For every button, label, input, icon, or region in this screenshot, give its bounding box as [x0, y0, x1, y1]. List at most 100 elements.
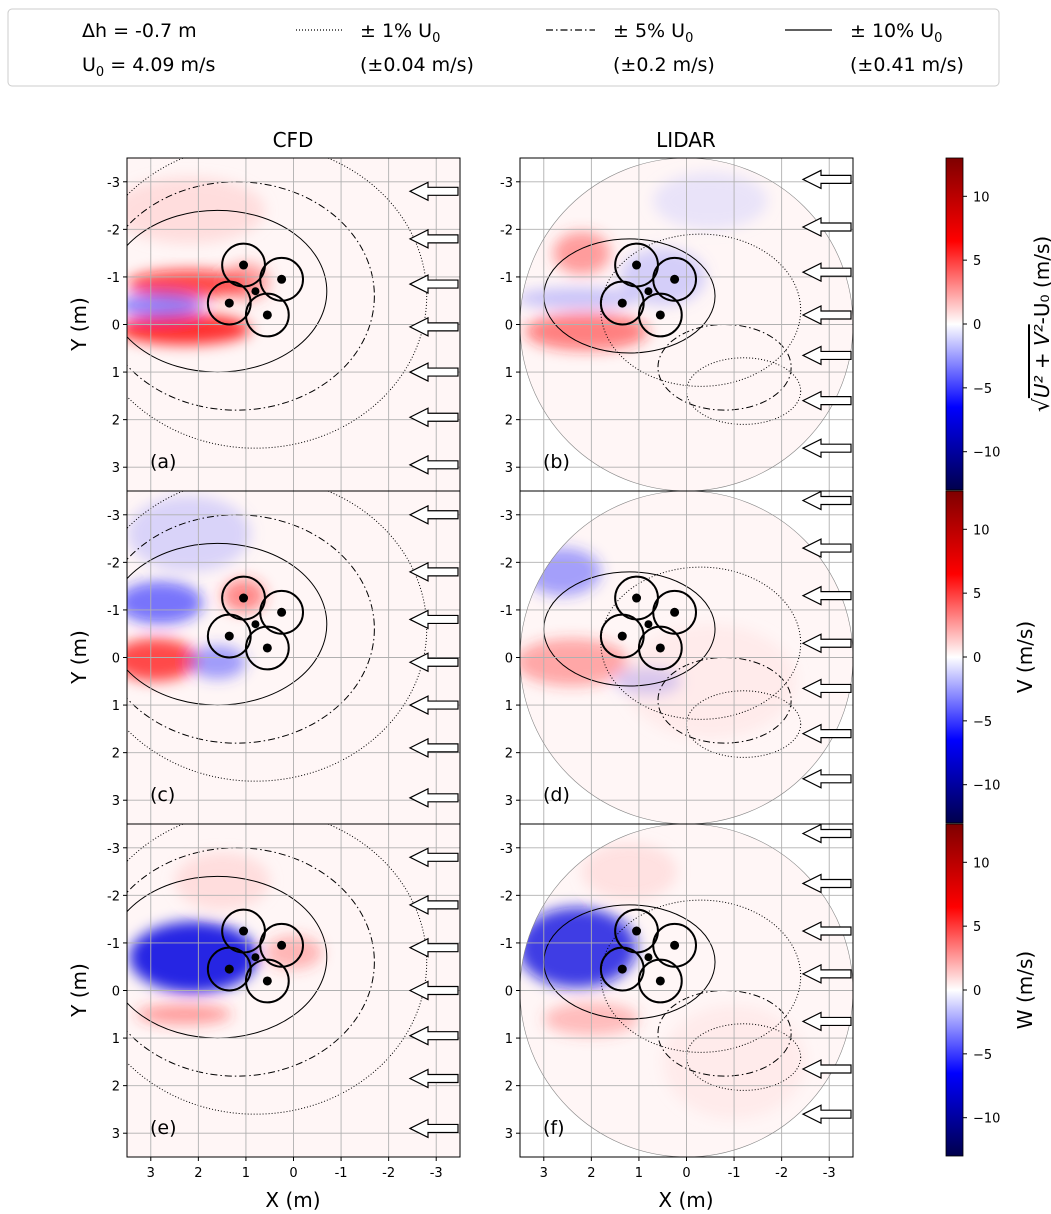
turbine-hub-3: [224, 298, 234, 308]
heatmap-blob: [127, 177, 265, 244]
contour-dotted: [127, 824, 428, 1115]
inflow-arrow: [408, 894, 459, 915]
y-tick-label: 0: [112, 985, 120, 1000]
colorbar-w-bar: [945, 823, 964, 1157]
inflow-arrow: [408, 980, 459, 1001]
turbine-hub-4: [262, 976, 272, 986]
heatmap-blob: [553, 231, 611, 275]
colorbar-speed-bar: [945, 157, 964, 491]
panel-label: (d): [543, 784, 570, 806]
inflow-arrow: [408, 181, 459, 202]
inflow-arrow: [408, 407, 459, 428]
y-tick-label: 3: [112, 461, 120, 476]
colorbar-speed-label-sq: U² + V²: [1030, 324, 1051, 398]
grid: [127, 158, 460, 491]
y-tick-label: 1: [505, 1032, 513, 1047]
y-tick-label: 0: [112, 652, 120, 667]
turbine-rotor-4: [244, 625, 290, 671]
grid: [520, 824, 853, 1157]
inflow-arrow: [408, 609, 459, 630]
y-tick-label: -3: [500, 176, 513, 191]
y-tick-label: 2: [112, 414, 120, 429]
colorbar-tick-label: −10: [973, 1112, 1000, 1127]
turbine-hub-2: [277, 940, 287, 950]
x-tick-label: 2: [587, 1166, 595, 1181]
turbine-rotor-4: [244, 292, 290, 338]
center-point: [644, 953, 653, 962]
legend-solid-abs: (±0.41 m/s): [850, 54, 964, 76]
panel-cfd-row2: -3 -2 -1 0 1 2 3 (c): [107, 490, 461, 825]
y-tick-label: 3: [505, 461, 513, 476]
inflow-arrow: [408, 787, 459, 808]
y-tick-label: -3: [500, 842, 513, 857]
colorbar-tick-label: −10: [973, 446, 1000, 461]
turbine-rotor-2: [259, 589, 305, 635]
legend: Δh = -0.7 m U0 = 4.09 m/s ± 1% U0 (±0.04…: [7, 8, 1000, 87]
turbine-rotor-4: [637, 958, 683, 1004]
heatmap-blob: [127, 638, 199, 682]
inflow-arrow: [801, 963, 852, 984]
turbine-hub-4: [655, 310, 665, 320]
y-tick-label: 0: [505, 985, 513, 1000]
heatmap-blob: [127, 495, 251, 572]
y-tick-label: 0: [112, 319, 120, 334]
contour-dotted: [600, 566, 802, 720]
heatmap-blob: [520, 907, 637, 989]
turbine-rotor-2: [652, 256, 698, 302]
turbine-hub-1: [239, 593, 249, 603]
center-point: [644, 287, 653, 296]
inflow-arrow: [408, 1118, 459, 1139]
x-tick-label: -2: [382, 1166, 395, 1181]
y-tick-label: 2: [112, 1080, 120, 1095]
inflow-arrow: [801, 390, 852, 411]
heatmap-blob: [653, 172, 768, 230]
colorbar-tick-label: 5: [973, 254, 981, 269]
center-point: [251, 953, 260, 962]
y-tick-label: -3: [107, 509, 120, 524]
x-tick-label: 1: [242, 1166, 250, 1181]
heatmap-blob: [624, 624, 796, 739]
colorbar-tick-label: 5: [973, 920, 981, 935]
x-tick-label: 0: [289, 1166, 297, 1181]
legend-dashdot-label: ± 5% U0: [613, 20, 693, 46]
x-tick-label: -1: [728, 1166, 741, 1181]
y-tick-label: -2: [500, 223, 513, 238]
y-tick-label: 2: [505, 747, 513, 762]
turbine-hub-2: [670, 274, 680, 284]
inflow-arrow: [408, 362, 459, 383]
y-tick-label: 3: [112, 794, 120, 809]
turbine-rotor-4: [637, 625, 683, 671]
panel-label: (f): [543, 1117, 565, 1139]
contour-dotted: [600, 899, 802, 1053]
inflow-arrow: [408, 847, 459, 868]
heatmap-field: [127, 824, 460, 1157]
turbine-rotor-4: [244, 958, 290, 1004]
y-tick-label: -2: [500, 556, 513, 571]
y-tick-label: 1: [112, 1032, 120, 1047]
inflow-arrow: [408, 652, 459, 673]
colorbar-tick-label: 0: [973, 318, 981, 333]
y-tick-label: 1: [112, 366, 120, 381]
turbine-hub-3: [617, 964, 627, 974]
heatmap-blob: [520, 287, 639, 309]
inflow-arrow: [408, 1068, 459, 1089]
turbine-hub-4: [655, 976, 665, 986]
heatmap-blob: [581, 843, 677, 901]
inflow-arrow: [408, 316, 459, 337]
panel-label: (c): [150, 784, 175, 806]
y-tick-label: -3: [500, 509, 513, 524]
inflow-arrow: [801, 490, 852, 511]
heatmap-blob: [188, 645, 246, 679]
turbine-hub-3: [617, 298, 627, 308]
inflow-arrow: [801, 538, 852, 559]
inflow-arrow: [801, 633, 852, 654]
turbine-hub-4: [262, 643, 272, 653]
inflow-arrow: [801, 768, 852, 789]
grid: [127, 824, 460, 1157]
colorbar-tick-label: 10: [973, 523, 990, 538]
colorbar-tick-label: 0: [973, 984, 981, 999]
inflow-arrow: [801, 438, 852, 459]
legend-u0: U0 = 4.09 m/s: [82, 54, 215, 80]
legend-dotted-label: ± 1% U0: [360, 20, 440, 46]
